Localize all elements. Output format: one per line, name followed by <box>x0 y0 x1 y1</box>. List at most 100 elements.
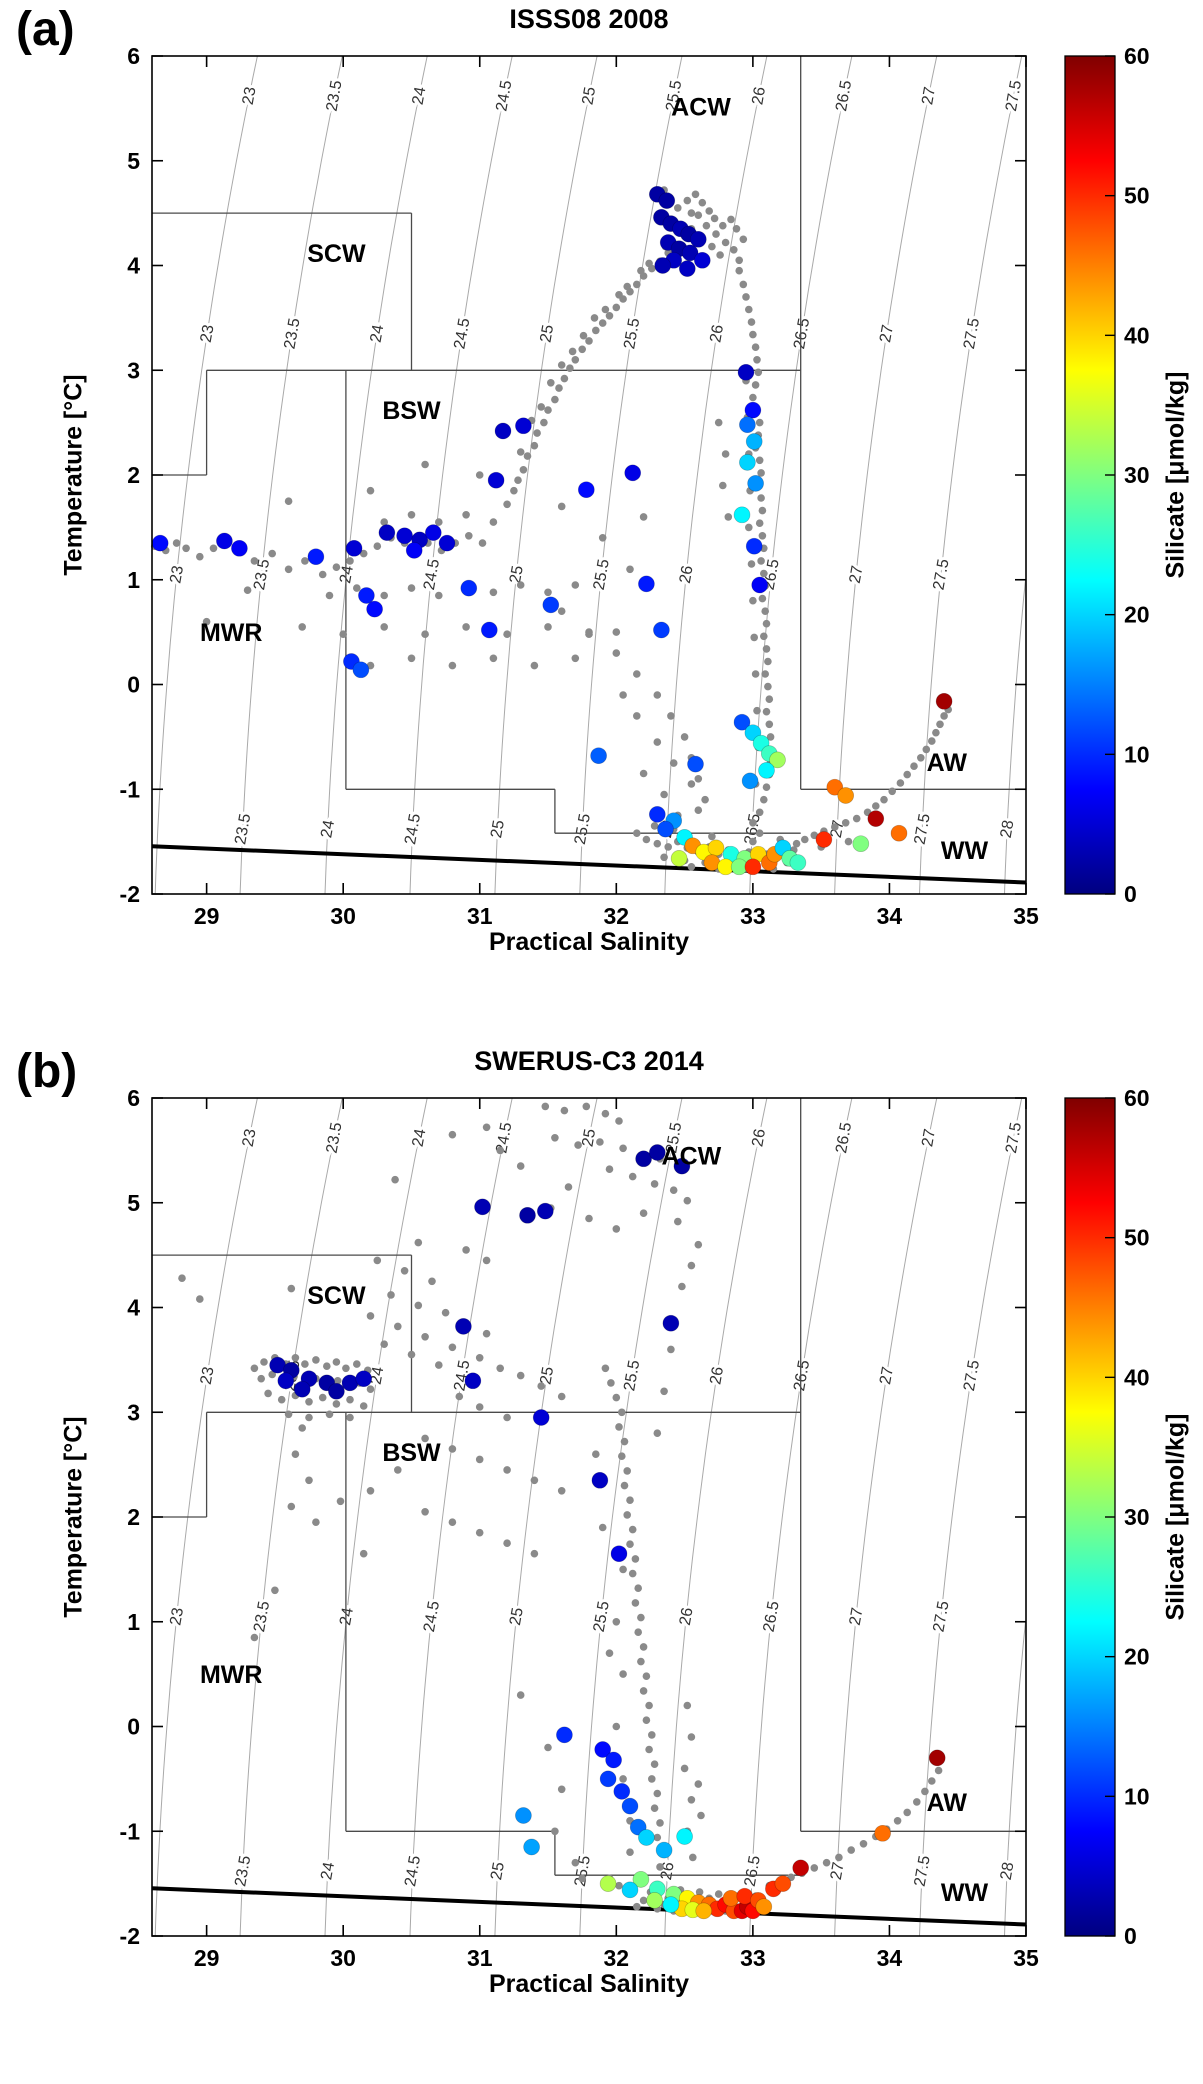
ctd-point <box>196 1295 204 1303</box>
isopycnal-label: 23 <box>198 1365 218 1386</box>
ctd-point <box>619 691 627 699</box>
ctd-point <box>250 1633 259 1642</box>
ctd-point <box>353 1360 361 1368</box>
ctd-point <box>747 560 756 568</box>
y-tick-label: -1 <box>120 1818 141 1844</box>
ctd-point <box>605 312 614 320</box>
ctd-point <box>753 356 761 364</box>
isopycnal-label: 28 <box>998 1861 1018 1882</box>
ctd-point <box>628 1525 637 1534</box>
ctd-point <box>917 754 925 762</box>
ctd-point <box>719 481 727 490</box>
ctd-point <box>421 1333 429 1341</box>
ctd-point <box>601 305 610 314</box>
isopycnal-label: 27.5 <box>930 558 952 592</box>
ctd-point <box>872 802 880 810</box>
ctd-point <box>544 406 552 414</box>
ctd-point <box>921 1787 929 1796</box>
ctd-point <box>626 565 634 574</box>
ctd-point <box>822 1858 831 1867</box>
ctd-point <box>755 456 764 465</box>
ctd-point <box>560 1106 569 1115</box>
ctd-point <box>831 823 839 831</box>
silicate-point <box>670 850 688 867</box>
ctd-point <box>478 539 487 547</box>
colorbar-tick-label: 20 <box>1124 1644 1150 1670</box>
isopycnal-label: 25.5 <box>591 1600 613 1634</box>
colorbar-tick-label: 20 <box>1124 602 1150 628</box>
silicate-point <box>928 1749 946 1767</box>
water-mass-label-acw: ACW <box>662 1143 722 1171</box>
silicate-point <box>515 417 532 435</box>
ctd-point <box>346 1413 354 1422</box>
ctd-point <box>615 1423 623 1431</box>
silicate-point <box>590 747 607 765</box>
silicate-point <box>621 1797 639 1815</box>
ctd-point <box>762 645 771 653</box>
x-tick-label: 35 <box>1013 1945 1039 1971</box>
ctd-point <box>284 497 293 506</box>
ctd-point <box>380 518 389 526</box>
ctd-point <box>366 1312 375 1320</box>
ctd-point <box>287 1502 296 1511</box>
ctd-point <box>653 1789 662 1798</box>
ctd-point <box>687 863 696 871</box>
y-tick-label: 4 <box>127 253 140 279</box>
ctd-point <box>333 1377 342 1385</box>
ctd-point <box>653 738 662 746</box>
ctd-point <box>683 196 692 205</box>
isopycnal-label: 23.5 <box>232 812 254 846</box>
x-tick-label: 34 <box>877 903 903 929</box>
isopycnal-label: 24 <box>410 1128 430 1149</box>
ctd-point <box>810 1864 819 1872</box>
ctd-point <box>612 1393 621 1402</box>
ctd-point <box>318 570 327 579</box>
ctd-point <box>353 584 361 592</box>
ctd-point <box>751 343 760 352</box>
isopycnal-label: 27 <box>847 1606 867 1627</box>
ctd-point <box>619 1565 627 1574</box>
ctd-point <box>482 1123 491 1132</box>
ctd-point <box>475 1528 484 1537</box>
isopycnal-label: 27 <box>877 323 897 344</box>
silicate-point <box>789 854 807 871</box>
ctd-point <box>708 832 716 841</box>
silicate-point <box>673 1157 691 1175</box>
isopycnal-label: 25.5 <box>621 1359 643 1393</box>
ctd-point <box>394 1322 402 1331</box>
ctd-point <box>585 628 593 636</box>
ctd-point <box>560 374 569 383</box>
ctd-point <box>574 1141 582 1149</box>
silicate-point <box>751 576 769 594</box>
ctd-point <box>523 452 532 460</box>
isopycnal-line <box>239 1097 343 1937</box>
ctd-point <box>639 1896 648 1905</box>
ctd-point <box>601 1109 610 1118</box>
y-tick-label: 0 <box>127 672 140 698</box>
silicate-point <box>867 810 885 827</box>
ctd-point <box>626 1848 634 1856</box>
ctd-point <box>277 1395 286 1404</box>
isopycnal-line <box>749 55 853 895</box>
isopycnal-label: 27.5 <box>1003 79 1025 113</box>
ctd-point <box>637 1657 645 1666</box>
ctd-point <box>620 1481 629 1490</box>
silicate-point <box>231 539 248 557</box>
silicate-point <box>464 1372 482 1390</box>
ctd-point <box>578 1874 586 1883</box>
ctd-point <box>578 345 586 354</box>
ctd-point <box>753 706 761 715</box>
isopycnal-label: 27.5 <box>1003 1121 1025 1155</box>
isopycnal-label: 27.5 <box>961 1359 983 1393</box>
isopycnal-label: 23.5 <box>281 317 303 351</box>
ctd-point <box>910 762 918 770</box>
isopycnal-label: 27 <box>847 564 867 585</box>
isopycnal-label: 24 <box>337 1606 357 1627</box>
isopycnal-label: 26.5 <box>761 1600 783 1634</box>
isopycnal-label: 25 <box>488 1861 508 1882</box>
ctd-point <box>196 552 204 561</box>
silicate-point <box>774 1875 792 1892</box>
ctd-point <box>394 1466 402 1474</box>
ctd-point <box>250 557 259 565</box>
